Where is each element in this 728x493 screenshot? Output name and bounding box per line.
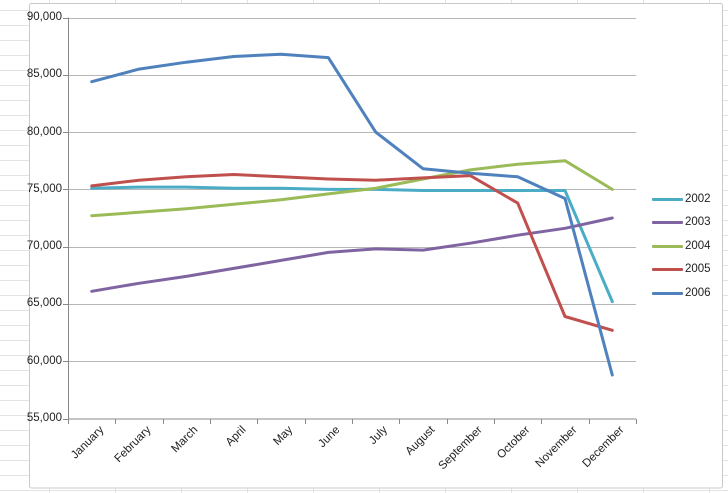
series-line-2005[interactable] (90, 173, 614, 332)
series-line-2004[interactable] (90, 159, 614, 218)
chart-area-background[interactable] (29, 3, 723, 489)
series-line-2006[interactable] (90, 52, 614, 377)
series-line-2002[interactable] (90, 185, 614, 304)
series-line-2003[interactable] (90, 216, 614, 293)
